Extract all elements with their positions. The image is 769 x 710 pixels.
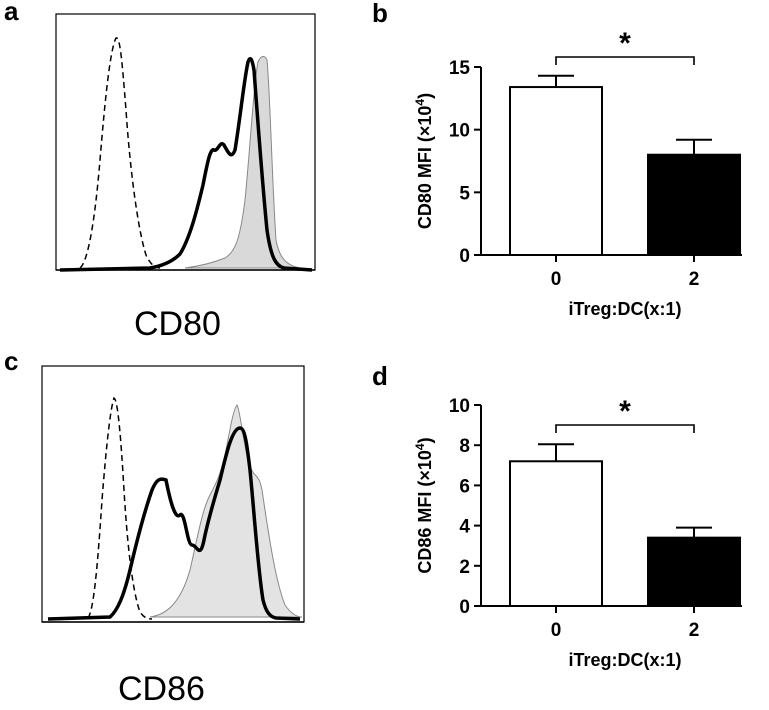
- y-axis-title: CD86 MFI (×104): [413, 437, 435, 573]
- significance-star: *: [619, 395, 631, 428]
- histogram-marker-label-cd86: CD86: [118, 670, 205, 708]
- x-tick-label: 2: [689, 620, 700, 641]
- y-tick-label: 0: [459, 597, 470, 618]
- x-tick-label: 2: [689, 269, 700, 290]
- bar-chart-cd86-mfi: 0 2 4 6 8 10 0 2 * iTreg:DC(x:1) CD86 MFI (×104): [413, 395, 742, 670]
- bar-chart-cd80-mfi: 0 5 10 15 0 2 * iTreg:DC(x:1) CD80 MFI (×104): [413, 27, 742, 319]
- significance-bracket: [555, 424, 695, 433]
- dashed-histogram-trace: [79, 37, 161, 269]
- y-axis-title: CD80 MFI (×104): [413, 93, 435, 229]
- y-tick-label: 10: [449, 396, 470, 417]
- x-axis-title: iTreg:DC(x:1): [568, 650, 681, 670]
- y-tick-label: 15: [449, 58, 471, 79]
- y-tick-label: 8: [459, 436, 470, 457]
- thick-histogram-trace: [47, 426, 301, 621]
- significance-star: *: [619, 27, 631, 60]
- panel-letter-c: c: [4, 346, 18, 376]
- histogram-marker-label-cd80: CD80: [134, 305, 221, 343]
- panel-letter-a: a: [4, 0, 19, 26]
- bar-0: [509, 86, 603, 257]
- panel-letter-d: d: [372, 361, 388, 391]
- histogram-cd86: CD86: [41, 365, 305, 708]
- thick-histogram-trace: [59, 56, 313, 272]
- y-tick-label: 5: [459, 183, 470, 204]
- y-tick-label: 2: [459, 557, 470, 578]
- panel-letter-b: b: [372, 0, 388, 28]
- y-tick-label: 6: [459, 476, 470, 497]
- significance-bracket: [555, 56, 695, 65]
- y-tick-label: 10: [449, 121, 470, 142]
- x-axis-title: iTreg:DC(x:1): [568, 299, 681, 319]
- y-tick-label: 4: [459, 517, 470, 538]
- dashed-histogram-trace: [87, 396, 153, 620]
- bar-2: [647, 153, 741, 257]
- bar-2: [647, 536, 741, 607]
- histogram-cd80: CD80: [55, 13, 316, 343]
- shaded-histogram-trace: [184, 56, 301, 269]
- y-tick-label: 0: [459, 246, 470, 267]
- bar-0: [509, 460, 603, 607]
- histogram-frame: [55, 13, 316, 271]
- x-tick-label: 0: [551, 620, 562, 641]
- x-tick-label: 0: [551, 269, 562, 290]
